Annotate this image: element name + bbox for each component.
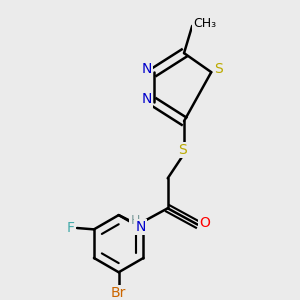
Text: S: S [178, 143, 187, 157]
Text: Br: Br [111, 286, 126, 300]
Text: O: O [199, 216, 210, 230]
Text: F: F [67, 221, 75, 235]
Text: N: N [141, 62, 152, 76]
Text: S: S [214, 62, 222, 76]
Text: N: N [141, 92, 152, 106]
Text: N: N [135, 220, 146, 234]
Text: CH₃: CH₃ [193, 17, 216, 30]
Text: H: H [130, 214, 140, 227]
